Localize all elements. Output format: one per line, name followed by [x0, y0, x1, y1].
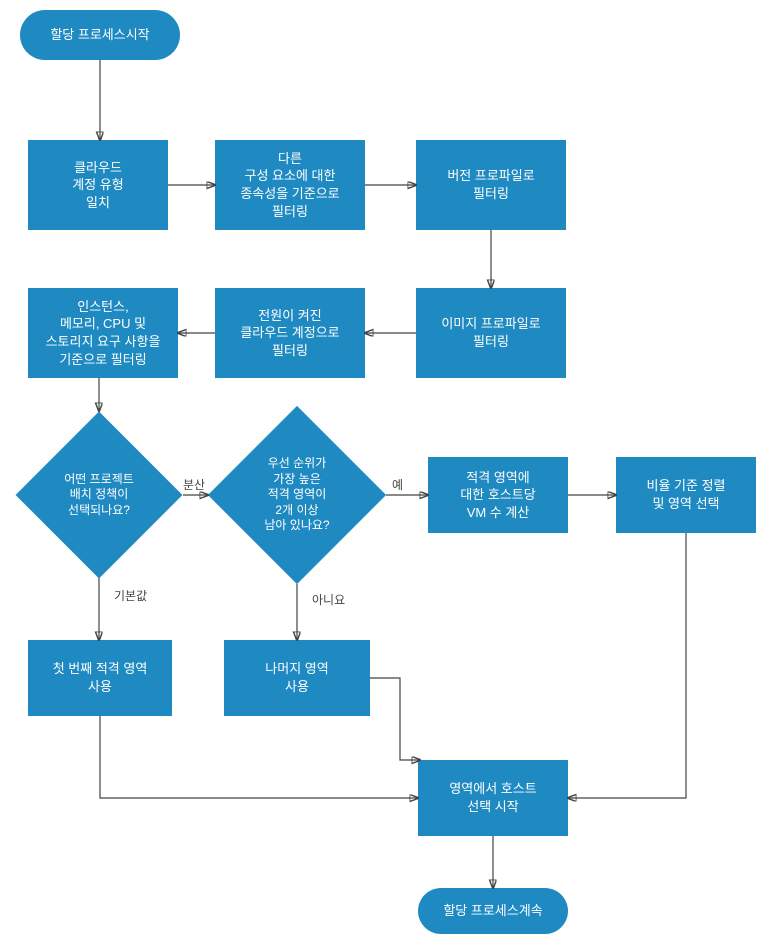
- edge-n10-n11: [370, 678, 420, 760]
- edges-layer: [0, 0, 767, 942]
- edge-n8-n11: [568, 533, 686, 798]
- edge-n9-n11: [100, 716, 418, 798]
- flowchart-canvas: 할당 프로세스시작클라우드계정 유형일치다른구성 요소에 대한종속성을 기준으로…: [0, 0, 767, 942]
